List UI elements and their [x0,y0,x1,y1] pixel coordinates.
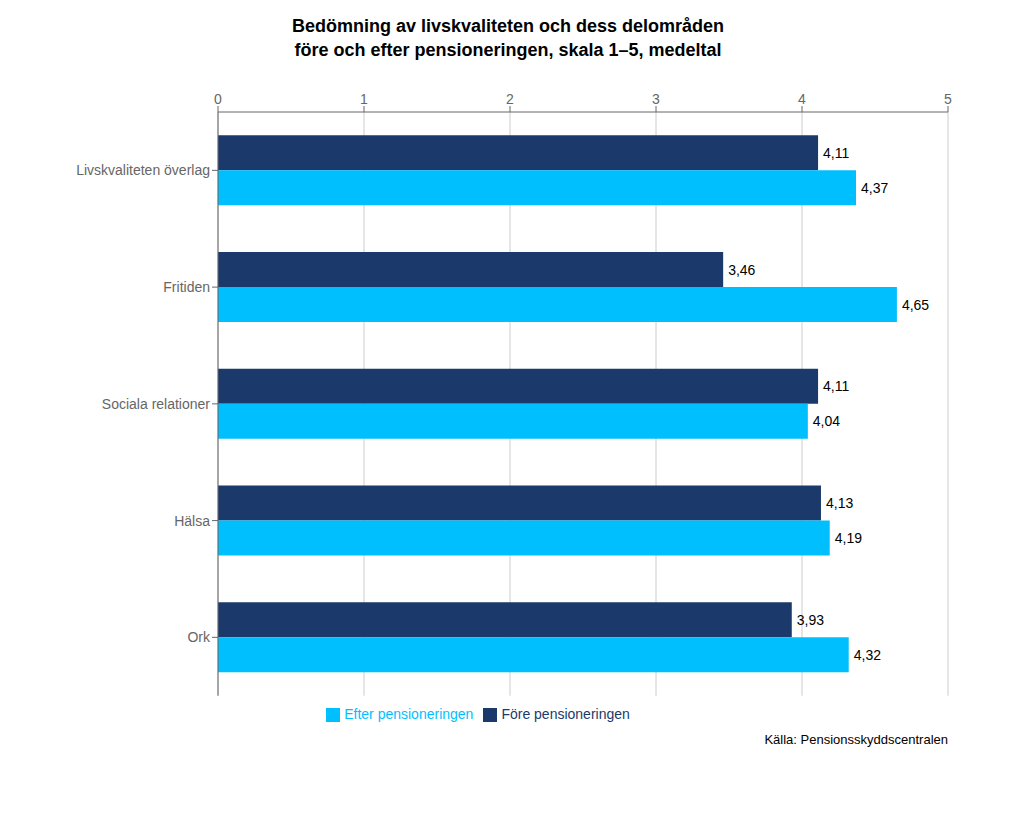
html-text:Efter pensioneringen: Efter pensioneringen [344,705,474,722]
svg-text:4,19: 4,19 [835,530,862,546]
svg-text:Ork: Ork [187,629,211,645]
svg-text:4,04: 4,04 [813,413,840,429]
html-text:Källa: Pensionsskyddscentralen: Källa: Pensionsskyddscentralen [764,732,948,747]
svg-text:3: 3 [652,91,660,107]
svg-text:Fritiden: Fritiden [163,279,210,295]
html-text:Bedömning av livskvaliteten oc: Bedömning av livskvaliteten och dess del… [291,16,725,36]
svg-text:1: 1 [360,91,368,107]
svg-text:3,46: 3,46 [728,262,755,278]
svg-text:5: 5 [944,91,952,107]
svg-text:4,13: 4,13 [826,495,853,511]
svg-text:4,65: 4,65 [902,297,929,313]
svg-text:4: 4 [798,91,806,107]
svg-text:2: 2 [506,91,514,107]
svg-text:4,32: 4,32 [854,647,881,663]
svg-text:3,93: 3,93 [797,612,824,628]
html-text:före och efter pensioneringen,: före och efter pensioneringen, skala 1–5… [294,40,722,60]
svg-text:0: 0 [214,91,222,107]
svg-text:4,11: 4,11 [823,378,849,394]
svg-text:4,11: 4,11 [823,145,849,161]
svg-text:Livskvaliteten överlag: Livskvaliteten överlag [76,162,210,178]
svg-text:Hälsa: Hälsa [174,513,210,529]
svg-text:4,37: 4,37 [861,180,888,196]
svg-text:Sociala relationer: Sociala relationer [102,396,211,412]
html-text:Före pensioneringen: Före pensioneringen [501,705,630,722]
